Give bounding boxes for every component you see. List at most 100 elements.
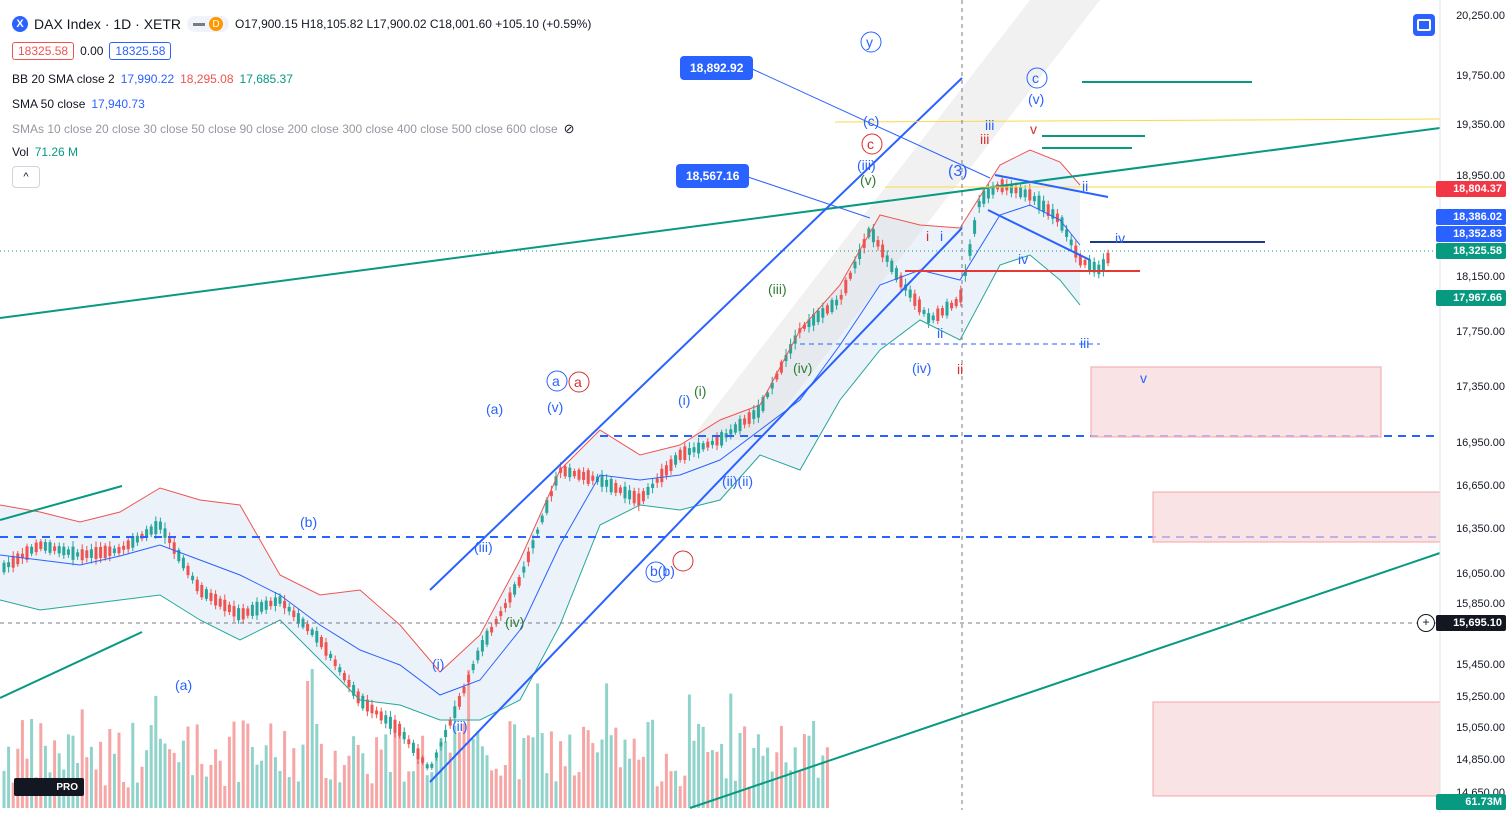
volume-bar [600,739,604,808]
wave-i-green: (i) [694,383,706,399]
candle-body [444,730,448,738]
candle-body [287,606,291,612]
wave-a-paren: (a) [486,401,503,417]
volume-bar [789,770,793,808]
wave-3: (3) [948,163,968,180]
sell-button[interactable]: 18325.58 [12,42,75,60]
volume-bar [568,734,572,808]
volume-bar [434,754,438,808]
candle-body [853,261,857,269]
candle-body [388,716,392,729]
vol-indicator-row[interactable]: Vol 71.26 M [12,145,78,159]
candle-body [687,448,691,455]
callout-18892[interactable]: 18,892.92 [680,56,754,80]
volume-bar [94,769,98,808]
candle-body [425,764,429,769]
candle-body [1028,189,1032,201]
volume-bar [793,747,797,808]
price-axis-label: 15,250.00 [1456,691,1505,703]
candle-body [858,249,862,260]
volume-bar [191,775,195,808]
candle-body [807,319,811,328]
candle-body [158,521,162,530]
volume-bar [655,786,659,808]
plus-circle-icon[interactable]: + [1417,614,1435,632]
candle-body [655,478,659,483]
buy-button[interactable]: 18325.58 [109,42,172,60]
volume-bar [637,759,641,808]
callout-18567[interactable]: 18,567.16 [676,164,750,188]
volume-tag: 61.73M [1436,794,1506,810]
volume-bar [218,760,222,808]
candle-body [1065,229,1069,237]
sma-indicator-row[interactable]: SMA 50 close 17,940.73 [12,97,145,111]
candle-body [448,720,452,726]
price-tag-last: 18,325.58 [1436,243,1506,259]
volume-bar [352,736,356,808]
candle-body [181,557,185,569]
candle-body [517,576,521,586]
wave-ii-blue: ii [937,325,943,341]
volume-bar [724,778,728,808]
wave-c-paren: (c) [863,113,879,129]
volume-bar [53,740,57,808]
volume-bar [825,747,829,808]
candle-body [982,190,986,204]
candle-body [232,606,236,617]
candle-body [605,479,609,487]
volume-bar [338,782,342,808]
zone-3 [1152,701,1441,797]
collapse-legend-button[interactable]: ^ [12,166,40,188]
fullscreen-button[interactable] [1413,14,1435,36]
vol-label: Vol [12,145,29,159]
bb-indicator-row[interactable]: BB 20 SMA close 2 17,990.22 18,295.08 17… [12,72,293,86]
price-axis-label: 16,950.00 [1456,437,1505,449]
volume-bar [766,747,770,808]
candle-body [264,600,268,610]
candle-body [848,272,852,279]
eye-off-icon[interactable]: ⊘ [563,121,575,136]
smas-label: SMAs 10 close 20 close 30 close 50 close… [12,122,558,136]
candle-body [66,549,70,555]
wave-v-zone: v [1140,370,1147,386]
candle-body [770,382,774,389]
wave-b-circle-red [672,550,694,572]
candle-body [637,493,641,506]
candle-body [168,538,172,543]
candle-body [913,293,917,306]
volume-bar [756,734,760,808]
price-axis-label: 16,050.00 [1456,568,1505,580]
candle-body [876,240,880,247]
candle-body [94,547,98,559]
candle-body [554,476,558,486]
volume-bar [273,757,277,808]
price-tag-blue: 18,386.02 [1436,209,1506,225]
smas-indicator-row[interactable]: SMAs 10 close 20 close 30 close 50 close… [12,121,575,137]
candle-body [85,550,89,558]
symbol-title[interactable]: DAX Index · 1D · XETR [34,16,182,32]
volume-bar [471,738,475,808]
candle-body [283,600,287,609]
candle-body [706,441,710,448]
volume-bar [361,753,365,808]
mode-pill[interactable]: D [187,16,230,32]
candle-body [223,599,227,612]
mode-badge: D [209,17,224,31]
candle-body [154,521,158,535]
candle-body [122,545,126,550]
tradingview-logo[interactable]: PRO [14,778,84,796]
candle-body [779,361,783,373]
wave-v-paren-2: (v) [547,399,563,415]
candle-body [352,685,356,696]
volume-bar [30,719,34,808]
volume-bar [669,771,673,808]
wave-iii-green: (iii) [768,281,787,297]
candle-body [145,529,149,538]
candle-body [674,455,678,465]
candle-body [1106,252,1110,264]
volume-bar [729,693,733,808]
volume-bar [398,732,402,808]
volume-bar [480,746,484,808]
candle-body [407,739,411,745]
